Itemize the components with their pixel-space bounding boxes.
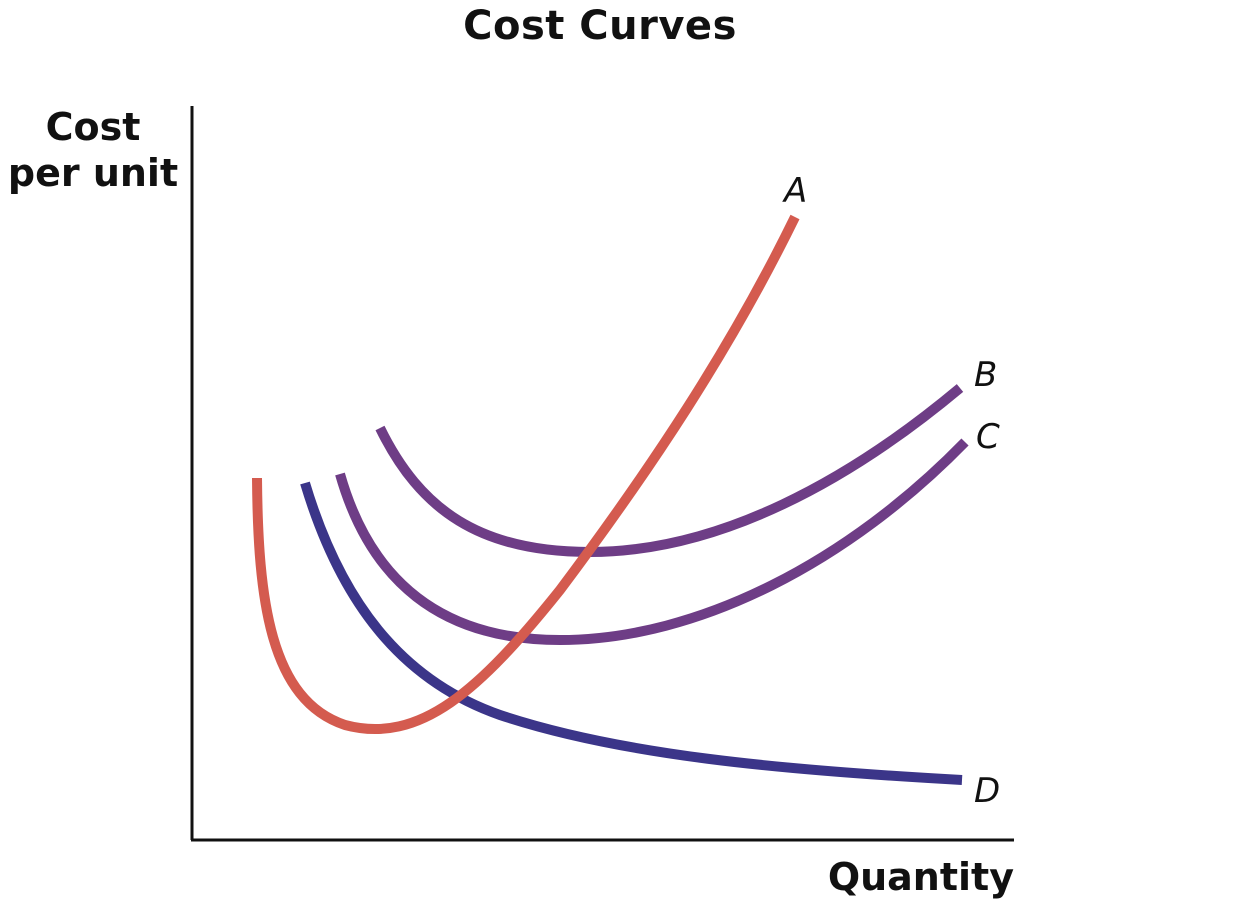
curve-c bbox=[335, 438, 969, 646]
curve-d-label: D bbox=[974, 771, 1000, 811]
y-axis-label: Cost per unit bbox=[7, 105, 179, 195]
curve-a-label: A bbox=[782, 171, 807, 211]
x-axis-label: Quantity bbox=[827, 855, 1014, 899]
curve-b bbox=[375, 384, 964, 558]
chart-title: Cost Curves bbox=[463, 3, 737, 49]
curve-a bbox=[252, 214, 800, 734]
curve-b-label: B bbox=[974, 355, 997, 395]
curve-c-label: C bbox=[976, 417, 1000, 457]
curve-d bbox=[300, 481, 963, 785]
